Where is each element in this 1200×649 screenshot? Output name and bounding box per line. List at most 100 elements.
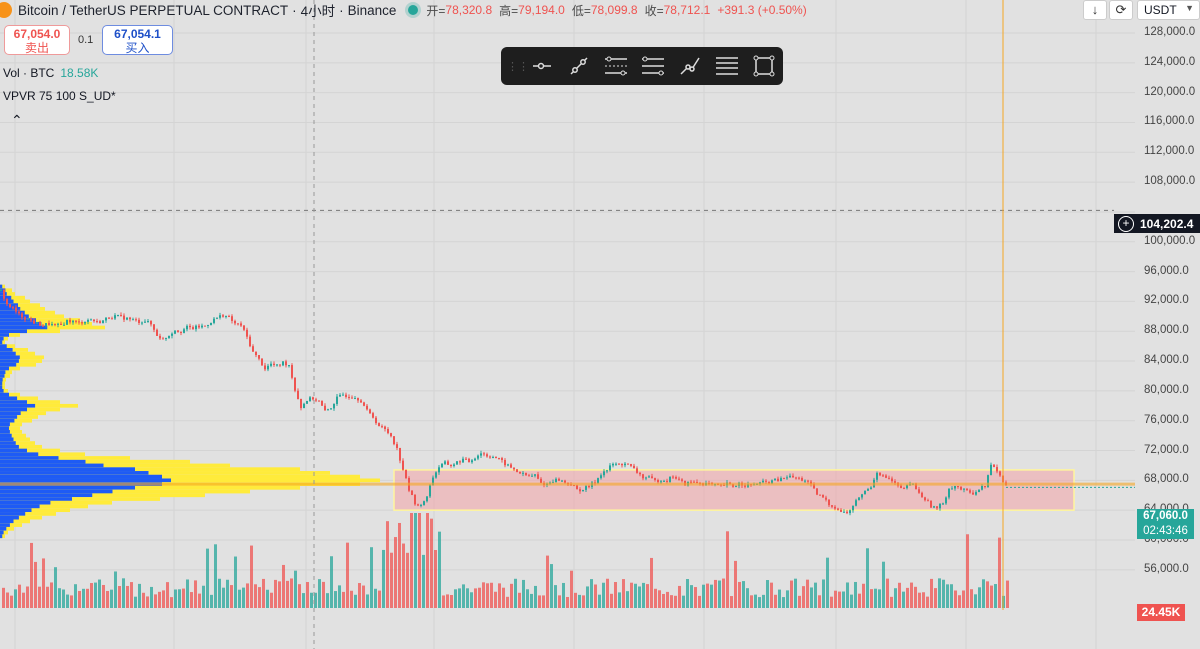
volume-bars	[2, 513, 1009, 608]
volume-bar	[766, 580, 769, 608]
volume-bar	[706, 583, 709, 608]
vpvr-bar-buy	[0, 437, 14, 442]
volume-bar	[382, 549, 385, 608]
sell-button[interactable]: 67,054.0 卖出	[4, 25, 70, 55]
crosshair-price-label[interactable]: + 104,202.4	[1114, 214, 1200, 233]
vpvr-bar-buy	[0, 478, 171, 483]
candle-body	[414, 494, 416, 505]
rectangle-tool-icon[interactable]	[745, 51, 782, 81]
candle-body	[903, 488, 905, 490]
vpvr-bar-buy	[0, 433, 12, 438]
currency-select[interactable]: USDT ▼	[1137, 0, 1200, 20]
parallel-channel-tool-icon[interactable]	[597, 51, 634, 81]
candle-body	[900, 485, 902, 489]
candle-body	[198, 325, 200, 328]
volume-bar	[218, 578, 221, 608]
chart-grid	[0, 0, 1135, 649]
volume-profile	[0, 284, 380, 539]
candle-body	[99, 321, 101, 324]
volume-bar	[754, 594, 757, 608]
vpvr-legend[interactable]: VPVR 75 100 S_UD*	[3, 89, 116, 103]
candle-body	[393, 436, 395, 445]
volume-bar	[922, 592, 925, 608]
volume-bar	[194, 580, 197, 608]
fib-retracement-tool-icon[interactable]	[708, 51, 745, 81]
buy-button[interactable]: 67,054.1 买入	[102, 25, 173, 55]
candle-body	[156, 329, 158, 336]
vpvr-bar-total	[0, 362, 36, 367]
candle-body	[216, 317, 218, 319]
close-value: 78,712.1	[663, 3, 711, 17]
candle-body	[36, 322, 38, 324]
volume-bar	[282, 564, 285, 608]
candle-body	[360, 400, 362, 403]
candle-body	[441, 463, 443, 468]
candle-body	[435, 472, 437, 478]
vpvr-bar-total	[0, 400, 60, 404]
refresh-icon[interactable]: ⟳	[1109, 0, 1133, 20]
candle-body	[162, 338, 164, 340]
volume-legend[interactable]: Vol · BTC 18.58K	[3, 66, 98, 80]
volume-bar	[46, 586, 49, 608]
candle-body	[585, 486, 587, 490]
candle-body	[147, 321, 149, 323]
consolidation-zone[interactable]	[393, 469, 1075, 511]
volume-bar	[846, 582, 849, 608]
candle-body	[672, 476, 674, 478]
vpvr-bar-buy	[0, 493, 93, 498]
volume-bar	[338, 585, 341, 608]
volume-bar	[298, 584, 301, 608]
volume-bar	[174, 589, 177, 608]
chevron-up-icon[interactable]: ⌃	[11, 112, 23, 128]
volume-bar	[34, 561, 37, 608]
volume-bar	[130, 582, 133, 608]
volume-bar	[954, 590, 957, 608]
horizontal-ray-tool-icon[interactable]	[523, 51, 560, 81]
candle-body	[867, 489, 869, 491]
trend-line-tool-icon[interactable]	[560, 51, 597, 81]
volume-bar	[598, 594, 601, 608]
download-arrow-icon[interactable]: ↓	[1083, 0, 1107, 20]
volume-bar	[274, 579, 277, 608]
vpvr-bar-buy	[0, 284, 3, 289]
high-value: 79,194.0	[518, 3, 565, 17]
vpvr-bar-buy	[0, 381, 3, 386]
vpvr-bar-buy	[0, 355, 20, 360]
volume-bar	[14, 589, 17, 608]
volume-bar	[198, 593, 201, 608]
interval[interactable]: 4小时	[300, 4, 336, 19]
volume-bar	[558, 595, 561, 608]
volume-bar	[206, 548, 209, 608]
volume-bar	[878, 589, 881, 608]
candle-body	[555, 478, 557, 483]
candle-body	[237, 323, 239, 325]
candle-body	[177, 330, 179, 332]
candle-body	[63, 324, 65, 326]
add-alert-icon[interactable]: +	[1118, 215, 1134, 232]
vpvr-bar-buy	[0, 329, 27, 334]
volume-bar	[830, 596, 833, 608]
vpvr-bar-total	[0, 389, 8, 393]
buy-label: 买入	[125, 41, 150, 55]
high-label: 高=	[499, 3, 519, 18]
drag-handle-icon[interactable]: ⋮⋮	[507, 60, 529, 73]
candle-body	[624, 463, 626, 466]
candle-body	[942, 503, 944, 505]
candle-body	[321, 400, 323, 406]
price-axis-label: 124,000.0	[1144, 55, 1196, 68]
vpvr-bar-buy	[0, 485, 135, 490]
candle-body	[999, 471, 1001, 476]
close-label: 收=	[644, 3, 664, 18]
volume-bar	[442, 595, 445, 608]
info-line-tool-icon[interactable]	[671, 51, 708, 81]
volume-bar	[222, 587, 225, 608]
candle-body	[201, 325, 203, 328]
regression-trend-tool-icon[interactable]	[634, 51, 671, 81]
candle-body	[345, 394, 347, 397]
volume-bar	[970, 589, 973, 608]
volume-bar	[546, 555, 549, 608]
vpvr-bar-total	[0, 348, 28, 352]
symbol-name[interactable]: Bitcoin / TetherUS PERPETUAL CONTRACT	[18, 2, 289, 18]
candle-body	[378, 423, 380, 427]
